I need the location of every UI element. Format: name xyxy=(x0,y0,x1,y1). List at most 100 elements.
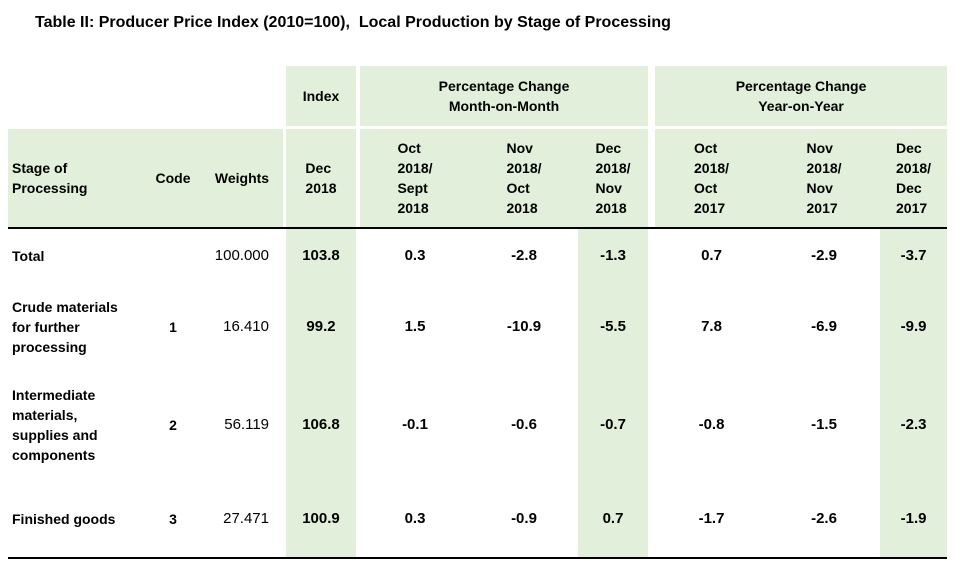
column-spacer xyxy=(648,66,655,126)
yoy-oct-value: -0.8 xyxy=(698,416,725,433)
yoy-dec-value: -9.9 xyxy=(900,317,927,335)
yoy-nov-cell: -2.9 xyxy=(768,229,880,283)
mom-nov-cell: -10.9 xyxy=(470,283,578,370)
index-cell: 103.8 xyxy=(286,229,356,283)
col-header-stage: Stage of Processing xyxy=(8,129,145,229)
weights-cell: 27.471 xyxy=(201,480,283,559)
column-header-row: Stage of Processing Code Weights Dec 201… xyxy=(8,129,948,229)
yoy-nov-value: -6.9 xyxy=(811,317,837,335)
col-header-yoy-nov-label: Nov 2018/ Nov 2017 xyxy=(806,140,842,216)
yoy-dec-value: -3.7 xyxy=(900,247,927,264)
table-row-finished-goods: Finished goods 3 27.471 100.9 0.3 -0.9 0… xyxy=(8,480,948,559)
mom-nov-value: -0.9 xyxy=(511,509,537,527)
column-spacer xyxy=(648,129,656,229)
yoy-dec-cell: -1.9 xyxy=(880,480,948,559)
mom-dec-cell: -5.5 xyxy=(578,283,649,370)
index-cell: 106.8 xyxy=(286,370,356,480)
col-header-mom-oct-label: Oct 2018/ Sept 2018 xyxy=(397,140,433,216)
table-row-crude-materials: Crude materials for further processing 1… xyxy=(8,283,948,370)
weights-cell: 100.000 xyxy=(201,229,283,283)
col-header-index-dec: Dec 2018 xyxy=(286,129,356,229)
stage-label: Intermediate materials, supplies and com… xyxy=(12,387,98,463)
mom-dec-value: -5.5 xyxy=(600,317,626,335)
mom-oct-value: 0.3 xyxy=(404,247,426,264)
col-header-mom-oct: Oct 2018/ Sept 2018 xyxy=(360,129,470,229)
col-header-yoy-oct: Oct 2018/ Oct 2017 xyxy=(655,129,769,229)
yoy-oct-value: -1.7 xyxy=(698,509,725,527)
stage-label: Total xyxy=(12,248,45,264)
code-value: 2 xyxy=(169,417,177,433)
col-header-weights: Weights xyxy=(201,129,283,229)
weights-value: 16.410 xyxy=(223,317,269,335)
mom-nov-value: -2.8 xyxy=(511,247,537,264)
mom-oct-cell: 1.5 xyxy=(360,283,470,370)
table-title: Table II: Producer Price Index (2010=100… xyxy=(35,14,671,31)
mom-oct-cell: 0.3 xyxy=(360,229,470,283)
yoy-oct-value: 0.7 xyxy=(701,247,722,264)
mom-nov-value: -10.9 xyxy=(506,317,542,335)
column-spacer xyxy=(283,129,286,229)
code-cell: 1 xyxy=(145,283,201,370)
column-spacer xyxy=(648,229,655,283)
yoy-nov-value: -1.5 xyxy=(811,416,837,433)
mom-nov-cell: -0.9 xyxy=(470,480,578,559)
col-header-code: Code xyxy=(145,129,201,229)
col-header-yoy-nov: Nov 2018/ Nov 2017 xyxy=(768,129,881,229)
mom-oct-value: -0.1 xyxy=(402,416,428,433)
column-spacer xyxy=(283,480,286,559)
yoy-nov-cell: -2.6 xyxy=(768,480,881,559)
mom-dec-value: -0.7 xyxy=(600,416,626,433)
code-value: 1 xyxy=(169,318,177,335)
index-value: 100.9 xyxy=(302,509,340,527)
index-value: 99.2 xyxy=(306,317,336,335)
mom-oct-value: 0.3 xyxy=(404,509,426,527)
weights-value: 27.471 xyxy=(223,509,269,527)
code-cell: 2 xyxy=(145,370,201,480)
document-page: Table II: Producer Price Index (2010=100… xyxy=(0,14,955,559)
yoy-nov-value: -2.9 xyxy=(811,247,837,264)
mom-oct-cell: -0.1 xyxy=(360,370,470,480)
index-value: 106.8 xyxy=(302,416,340,433)
stage-cell: Crude materials for further processing xyxy=(8,283,145,370)
stage-cell: Finished goods xyxy=(8,480,145,559)
group-header-blank xyxy=(8,66,286,126)
yoy-nov-cell: -1.5 xyxy=(768,370,880,480)
stage-label: Finished goods xyxy=(12,510,116,527)
column-spacer xyxy=(648,283,655,370)
code-value: 3 xyxy=(169,510,177,527)
mom-dec-cell: -0.7 xyxy=(578,370,649,480)
yoy-oct-cell: -0.8 xyxy=(655,370,768,480)
yoy-nov-value: -2.6 xyxy=(811,509,837,527)
group-header-index: Index xyxy=(286,66,356,126)
mom-dec-cell: 0.7 xyxy=(578,480,649,559)
code-cell xyxy=(145,229,201,283)
group-header-mom-label: Percentage Change Month-on-Month xyxy=(438,78,570,114)
stage-cell: Intermediate materials, supplies and com… xyxy=(8,370,145,480)
column-spacer xyxy=(356,129,360,229)
index-cell: 99.2 xyxy=(286,283,356,370)
col-header-yoy-dec-label: Dec 2018/ Dec 2017 xyxy=(896,140,932,216)
yoy-dec-value: -2.3 xyxy=(900,416,927,433)
stage-cell: Total xyxy=(8,229,145,283)
weights-value: 56.119 xyxy=(224,416,269,433)
col-header-mom-dec: Dec 2018/ Nov 2018 xyxy=(578,129,649,229)
yoy-oct-cell: 7.8 xyxy=(655,283,768,370)
table-row-intermediate-materials: Intermediate materials, supplies and com… xyxy=(8,370,948,480)
col-header-mom-nov: Nov 2018/ Oct 2018 xyxy=(470,129,578,229)
col-header-mom-nov-label: Nov 2018/ Oct 2018 xyxy=(506,140,542,216)
mom-dec-cell: -1.3 xyxy=(578,229,649,283)
column-spacer xyxy=(648,480,656,559)
column-spacer xyxy=(648,370,655,480)
table-row-total: Total 100.000 103.8 0.3 -2.8 -1.3 0.7 -2… xyxy=(8,229,948,283)
group-header-yoy-label: Percentage Change Year-on-Year xyxy=(735,78,867,114)
group-header-row: Index Percentage Change Month-on-Month P… xyxy=(8,66,948,126)
col-header-yoy-oct-label: Oct 2018/ Oct 2017 xyxy=(694,140,730,216)
mom-dec-value: 0.7 xyxy=(602,509,624,527)
mom-dec-value: -1.3 xyxy=(600,247,626,264)
mom-oct-cell: 0.3 xyxy=(360,480,470,559)
group-header-index-label: Index xyxy=(302,88,340,104)
yoy-dec-value: -1.9 xyxy=(900,509,927,527)
yoy-dec-cell: -2.3 xyxy=(880,370,948,480)
col-header-weights-label: Weights xyxy=(214,170,270,186)
yoy-nov-cell: -6.9 xyxy=(768,283,880,370)
